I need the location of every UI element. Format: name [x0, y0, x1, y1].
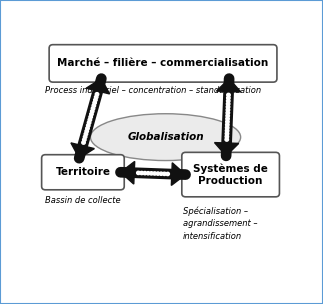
FancyBboxPatch shape — [182, 152, 279, 197]
Polygon shape — [214, 143, 239, 156]
Circle shape — [146, 171, 150, 175]
Circle shape — [226, 108, 230, 112]
Polygon shape — [216, 79, 241, 92]
Circle shape — [83, 135, 87, 139]
Circle shape — [166, 172, 170, 176]
Text: Systèmes de
Production: Systèmes de Production — [193, 164, 268, 186]
Polygon shape — [86, 79, 109, 94]
Circle shape — [227, 96, 230, 100]
Circle shape — [156, 172, 160, 175]
Polygon shape — [120, 161, 135, 184]
Circle shape — [225, 135, 229, 138]
Circle shape — [90, 112, 93, 116]
Circle shape — [143, 171, 147, 175]
Circle shape — [95, 93, 99, 96]
Text: Globalisation: Globalisation — [127, 132, 204, 142]
Circle shape — [159, 172, 163, 175]
Ellipse shape — [90, 114, 241, 161]
Circle shape — [226, 120, 229, 123]
Circle shape — [137, 171, 140, 174]
Circle shape — [226, 99, 230, 102]
Circle shape — [93, 101, 96, 104]
Circle shape — [94, 95, 98, 99]
FancyBboxPatch shape — [42, 155, 124, 190]
Circle shape — [140, 171, 143, 175]
Circle shape — [153, 172, 156, 175]
Circle shape — [226, 111, 230, 114]
Circle shape — [150, 172, 153, 175]
Polygon shape — [71, 143, 94, 158]
Circle shape — [226, 102, 230, 105]
Circle shape — [87, 121, 91, 124]
Circle shape — [226, 114, 229, 117]
Polygon shape — [171, 163, 185, 185]
Circle shape — [225, 129, 229, 132]
Circle shape — [225, 123, 229, 126]
Circle shape — [89, 115, 92, 119]
Text: Territoire: Territoire — [56, 167, 110, 177]
Circle shape — [225, 138, 228, 141]
Circle shape — [83, 138, 86, 141]
Circle shape — [86, 127, 89, 130]
Circle shape — [225, 126, 229, 129]
Circle shape — [226, 105, 230, 109]
Circle shape — [225, 132, 229, 135]
Circle shape — [82, 141, 85, 144]
Circle shape — [92, 104, 96, 107]
Text: Bassin de collecte: Bassin de collecte — [45, 196, 121, 205]
FancyBboxPatch shape — [49, 45, 277, 82]
Text: Marché – filière – commercialisation: Marché – filière – commercialisation — [57, 58, 269, 68]
Circle shape — [90, 110, 94, 113]
Text: Spécialisation –
agrandissement –
intensification: Spécialisation – agrandissement – intens… — [183, 206, 258, 241]
Circle shape — [226, 117, 229, 120]
Circle shape — [163, 172, 166, 175]
Circle shape — [94, 98, 97, 102]
Text: Process industriel – concentration – standardisation: Process industriel – concentration – sta… — [45, 86, 262, 95]
Circle shape — [91, 107, 95, 110]
Circle shape — [88, 118, 92, 122]
Circle shape — [87, 124, 90, 127]
Circle shape — [227, 93, 230, 97]
Circle shape — [84, 133, 88, 136]
Circle shape — [85, 130, 89, 133]
